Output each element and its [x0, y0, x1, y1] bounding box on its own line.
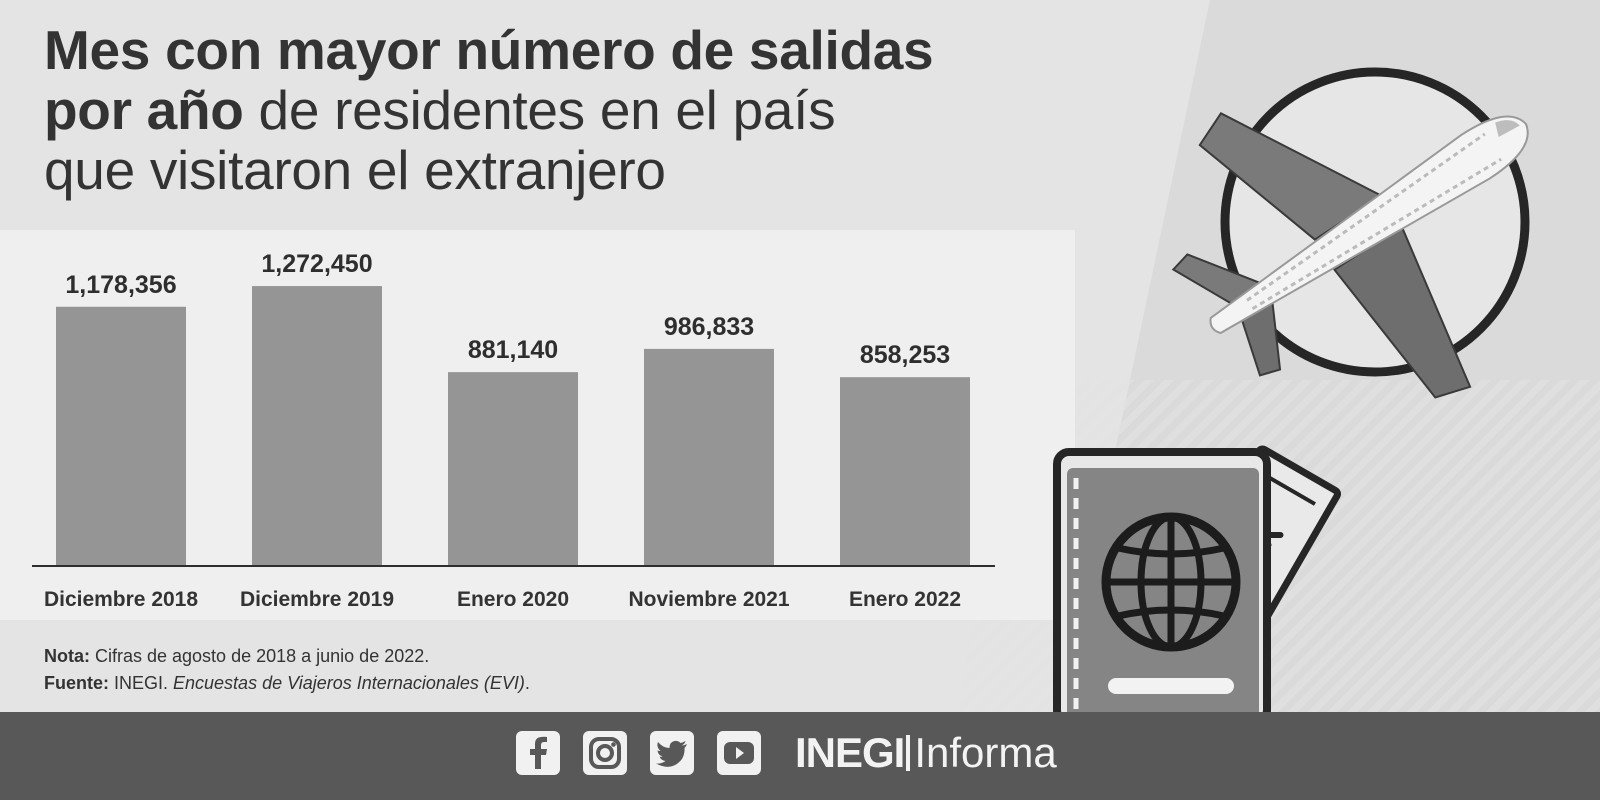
title-line3: que visitaron el extranjero: [44, 139, 666, 201]
brand-bold: INEGI: [795, 729, 905, 776]
title-rest-line2: de residentes en el país: [243, 79, 836, 141]
fuente-line: Fuente: INEGI. Encuestas de Viajeros Int…: [44, 670, 530, 697]
category-label: Diciembre 2019: [240, 588, 394, 611]
category-label: Noviembre 2021: [628, 588, 789, 611]
bar-1: [252, 286, 382, 566]
airplane-icon: [1171, 112, 1529, 399]
brand-light: Informa: [914, 729, 1057, 776]
bar-2: [448, 372, 578, 566]
nota-text: Cifras de agosto de 2018 a junio de 2022…: [90, 646, 430, 666]
bar-value-label: 1,178,356: [65, 271, 176, 299]
bar-chart: 1,178,356 Diciembre 2018 1,272,450 Diciembr…: [32, 250, 995, 611]
fuente-plain: INEGI.: [109, 673, 174, 693]
bar-value-label: 881,140: [468, 336, 558, 364]
fuente-italic: Encuestas de Viajeros Internacionales (E…: [173, 673, 525, 693]
nota-label: Nota:: [44, 646, 90, 666]
category-label: Diciembre 2018: [44, 588, 198, 611]
category-label: Enero 2022: [849, 588, 961, 611]
bar-value-label: 1,272,450: [261, 250, 372, 278]
category-label: Enero 2020: [457, 588, 569, 611]
youtube-icon[interactable]: [717, 731, 761, 775]
bar-value-label: 986,833: [664, 313, 754, 341]
passport-icon: [1053, 448, 1271, 712]
bar-0: [56, 306, 186, 566]
title-bold-line1: Mes con mayor número de salidas: [44, 19, 934, 81]
notes-block: Nota: Cifras de agosto de 2018 a junio d…: [44, 643, 530, 697]
bar-3: [644, 348, 774, 566]
instagram-icon[interactable]: [583, 731, 627, 775]
inegi-informa-logo: INEGI Informa: [795, 728, 1057, 778]
fuente-label: Fuente:: [44, 673, 109, 693]
brand-divider: [906, 735, 911, 771]
twitter-icon[interactable]: [650, 731, 694, 775]
nota-line: Nota: Cifras de agosto de 2018 a junio d…: [44, 643, 530, 670]
bar-value-label: 858,253: [860, 341, 950, 369]
page-title: Mes con mayor número de salidas por año …: [44, 20, 1164, 200]
footer-bar: [0, 712, 1600, 800]
globe-icon: [1101, 512, 1241, 652]
bar-4: [840, 377, 970, 566]
travel-illustration: [1053, 67, 1530, 712]
title-bold-line2: por año: [44, 79, 244, 141]
fuente-end: .: [524, 673, 530, 693]
facebook-icon[interactable]: [516, 731, 560, 775]
